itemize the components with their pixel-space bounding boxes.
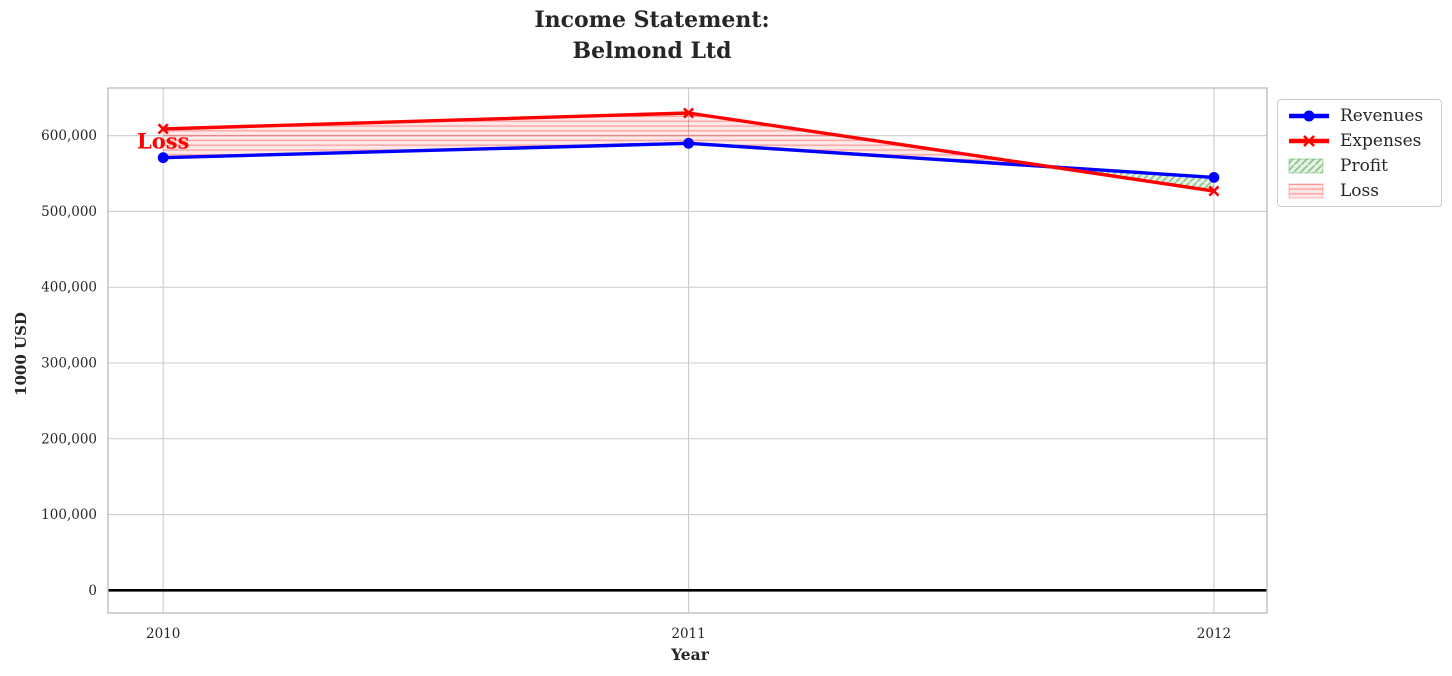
legend-label-expenses: Expenses bbox=[1340, 130, 1422, 151]
legend-label-revenues: Revenues bbox=[1340, 105, 1424, 126]
revenues-marker bbox=[1208, 171, 1220, 183]
expenses-marker bbox=[157, 123, 169, 135]
revenues-marker bbox=[157, 152, 169, 164]
loss-annotation: Loss bbox=[136, 128, 190, 154]
x-axis-label: Year bbox=[671, 645, 709, 664]
expenses-marker bbox=[683, 107, 695, 119]
y-tick-label: 300,000 bbox=[41, 356, 97, 372]
plot-border bbox=[107, 87, 1268, 614]
x-tick-label: 2010 bbox=[146, 626, 180, 642]
loss-swatch-icon bbox=[1288, 183, 1324, 198]
y-tick-label: 100,000 bbox=[41, 507, 97, 523]
revenues-line-icon bbox=[1289, 110, 1329, 121]
y-tick-label: 600,000 bbox=[41, 128, 97, 144]
expenses-line-icon bbox=[1289, 134, 1329, 147]
legend-item-expenses: Expenses bbox=[1287, 128, 1432, 153]
chart-title-line2: Belmond Ltd bbox=[572, 38, 732, 64]
chart-title: Income Statement: Belmond Ltd bbox=[452, 5, 852, 67]
x-tick-label: 2012 bbox=[1197, 626, 1231, 642]
legend: Revenues Expenses Profit Loss bbox=[1277, 99, 1442, 207]
y-tick-label: 500,000 bbox=[41, 204, 97, 220]
legend-label-loss: Loss bbox=[1340, 180, 1379, 201]
profit-swatch-icon bbox=[1288, 158, 1324, 173]
revenues-marker bbox=[683, 137, 694, 149]
legend-item-revenues: Revenues bbox=[1287, 103, 1432, 128]
y-tick-label: 200,000 bbox=[41, 431, 97, 447]
x-tick-label: 2011 bbox=[671, 626, 705, 642]
y-tick-label: 400,000 bbox=[41, 280, 97, 296]
expenses-marker bbox=[1208, 185, 1220, 197]
legend-label-profit: Profit bbox=[1340, 155, 1388, 176]
legend-item-profit: Profit bbox=[1287, 153, 1432, 178]
y-tick-label: 0 bbox=[88, 583, 97, 599]
chart-title-line1: Income Statement: bbox=[534, 7, 770, 33]
legend-item-loss: Loss bbox=[1287, 178, 1432, 203]
